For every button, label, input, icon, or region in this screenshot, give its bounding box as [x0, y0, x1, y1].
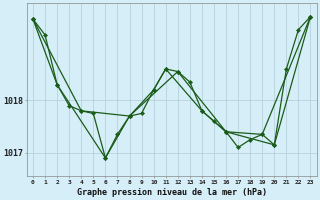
X-axis label: Graphe pression niveau de la mer (hPa): Graphe pression niveau de la mer (hPa) [77, 188, 267, 197]
